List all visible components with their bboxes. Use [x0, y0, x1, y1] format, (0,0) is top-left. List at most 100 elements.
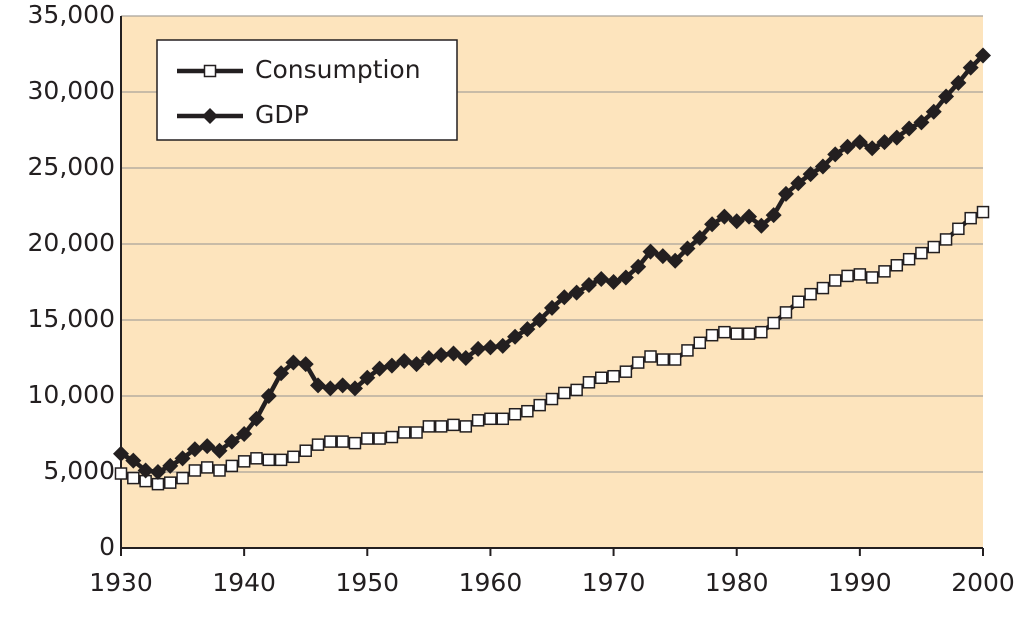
marker	[373, 432, 386, 445]
marker	[299, 444, 312, 457]
marker	[297, 356, 314, 373]
marker	[508, 407, 522, 421]
marker	[237, 455, 251, 468]
marker	[716, 208, 733, 225]
marker	[371, 360, 388, 377]
marker	[149, 464, 166, 480]
legend-box	[156, 39, 458, 141]
marker	[262, 453, 276, 467]
marker	[964, 211, 977, 225]
marker	[568, 284, 585, 301]
marker	[876, 134, 893, 151]
marker	[878, 265, 891, 278]
marker	[828, 274, 842, 287]
marker	[890, 259, 904, 272]
marker	[199, 438, 216, 455]
marker	[250, 452, 263, 465]
marker	[137, 462, 154, 479]
legend-label: Consumption	[255, 55, 421, 84]
marker	[767, 316, 780, 330]
marker	[346, 380, 363, 397]
marker	[617, 269, 634, 286]
marker	[605, 274, 622, 290]
legend: Consumption GDP	[156, 39, 458, 141]
marker	[433, 346, 450, 363]
marker	[804, 287, 817, 301]
marker	[348, 436, 362, 450]
y-tick-label: 30,000	[28, 76, 115, 105]
marker	[213, 464, 226, 477]
marker	[447, 418, 460, 432]
marker	[644, 350, 657, 363]
marker	[188, 464, 202, 477]
marker	[913, 114, 930, 131]
marker	[814, 158, 831, 175]
x-tick-label: 1990	[828, 568, 892, 597]
marker	[127, 471, 140, 485]
marker	[939, 233, 953, 246]
x-tick-label: 1960	[459, 568, 523, 597]
marker	[853, 268, 867, 281]
marker	[792, 295, 805, 309]
marker	[471, 414, 485, 427]
marker	[802, 166, 819, 183]
marker	[864, 140, 881, 157]
marker	[656, 353, 670, 366]
marker	[310, 377, 327, 394]
marker	[496, 412, 509, 426]
marker	[531, 312, 548, 328]
marker	[827, 146, 844, 163]
marker	[162, 457, 179, 474]
marker	[470, 340, 487, 357]
marker	[841, 269, 854, 283]
marker	[434, 420, 448, 433]
marker	[728, 213, 745, 230]
legend-marker	[203, 64, 217, 78]
marker	[176, 471, 189, 485]
marker	[361, 432, 374, 445]
marker	[679, 240, 696, 257]
y-tick-label: 25,000	[28, 152, 115, 181]
marker	[816, 281, 830, 295]
marker	[765, 207, 782, 224]
x-tick-label: 1970	[582, 568, 646, 597]
marker	[938, 88, 955, 105]
marker	[580, 277, 597, 294]
marker	[274, 453, 288, 467]
marker	[704, 216, 721, 233]
marker	[410, 426, 423, 439]
marker	[336, 435, 349, 448]
marker	[642, 243, 659, 260]
marker	[927, 240, 940, 254]
marker	[200, 461, 214, 474]
marker	[888, 129, 905, 146]
marker	[311, 438, 325, 451]
marker	[681, 344, 694, 357]
marker	[334, 377, 351, 394]
marker	[422, 420, 436, 433]
marker	[607, 369, 620, 383]
marker	[322, 380, 339, 397]
y-tick-label: 0	[99, 532, 115, 561]
x-tick-label: 1950	[335, 568, 399, 597]
marker	[125, 452, 142, 469]
x-tick-label: 1930	[89, 568, 153, 597]
marker	[521, 404, 534, 418]
y-tick-label: 20,000	[28, 228, 115, 257]
legend-label: GDP	[255, 100, 309, 129]
marker	[507, 328, 524, 345]
y-tick-label: 15,000	[28, 304, 115, 333]
marker	[630, 258, 647, 275]
marker	[533, 398, 546, 412]
y-tick-label: 5,000	[43, 456, 115, 485]
marker	[225, 459, 239, 473]
marker	[790, 175, 807, 192]
marker	[976, 205, 990, 219]
marker	[260, 388, 277, 404]
marker	[558, 386, 571, 400]
marker	[915, 246, 928, 260]
marker	[925, 103, 942, 120]
marker	[952, 222, 965, 236]
marker	[113, 445, 129, 462]
marker	[718, 325, 731, 339]
